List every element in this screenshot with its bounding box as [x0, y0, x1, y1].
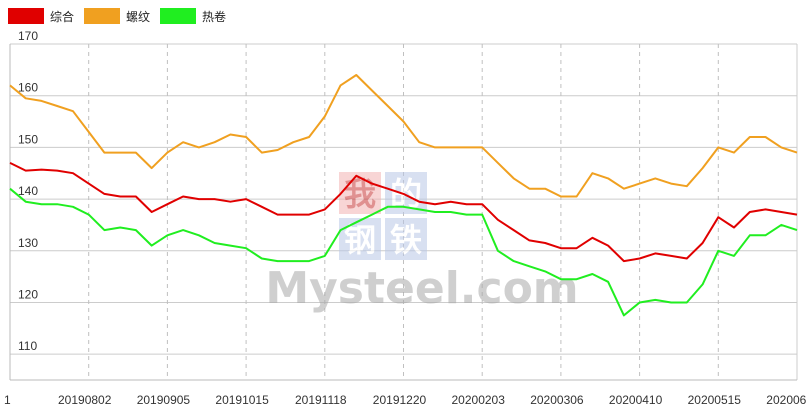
- watermark-logo: 我 的 钢 铁: [339, 172, 427, 260]
- legend-swatch-rejuan: [160, 8, 196, 24]
- legend-swatch-luowen: [84, 8, 120, 24]
- x-tick-label-3: 20191015: [215, 393, 269, 407]
- x-tick-label-2: 20190905: [137, 393, 191, 407]
- watermark-char-1: 我: [344, 175, 376, 213]
- watermark-tile-4: [385, 218, 427, 260]
- x-tick-label-9: 20200515: [688, 393, 742, 407]
- x-tick-label-6: 20200203: [452, 393, 506, 407]
- y-axis-ticks: 110 120 130 140 150 160 170: [18, 29, 38, 353]
- legend-swatch-zonghe: [8, 8, 44, 24]
- series-line-zonghe: [9, 162, 798, 263]
- x-tick-label-7: 20200306: [530, 393, 584, 407]
- legend-label-luowen: 螺纹: [126, 10, 150, 24]
- legend-item-zonghe[interactable]: 综合: [8, 8, 74, 24]
- x-tick-label-4: 20191118: [295, 393, 347, 407]
- y-tick-label-5: 160: [18, 81, 38, 95]
- x-tick-label-10: 20200618: [766, 393, 807, 407]
- legend: 综合 螺纹 热卷: [8, 8, 226, 24]
- watermark-tile-1: [339, 172, 381, 214]
- legend-label-rejuan: 热卷: [202, 9, 226, 24]
- y-tick-label-6: 170: [18, 29, 38, 43]
- grid: [9, 43, 798, 381]
- x-axis-ticks: 1 20190802 20190905 20191015 20191118 2019122…: [4, 393, 807, 407]
- x-tick-label-0: 1: [4, 393, 11, 407]
- y-tick-label-3: 140: [18, 184, 38, 198]
- mysteel-watermark: 我 的 钢 铁 Mysteel.com: [265, 172, 579, 314]
- y-tick-label-2: 130: [18, 236, 38, 250]
- watermark-text: Mysteel.com: [265, 263, 578, 314]
- legend-item-luowen[interactable]: 螺纹: [84, 8, 150, 24]
- watermark-tile-3: [339, 218, 381, 260]
- legend-item-rejuan[interactable]: 热卷: [160, 8, 226, 24]
- series-layer: [9, 74, 798, 317]
- watermark-char-3: 钢: [344, 221, 376, 259]
- legend-label-zonghe: 综合: [50, 9, 74, 24]
- x-tick-label-1: 20190802: [58, 393, 112, 407]
- x-tick-label-5: 20191220: [373, 393, 427, 407]
- x-tick-label-8: 20200410: [609, 393, 663, 407]
- series-line-rejuan: [9, 187, 798, 317]
- y-tick-label-4: 150: [18, 132, 38, 146]
- series-line-luowen: [9, 74, 798, 198]
- y-tick-label-0: 110: [18, 339, 37, 353]
- y-tick-label-1: 120: [18, 287, 38, 301]
- watermark-char-4: 铁: [390, 221, 422, 259]
